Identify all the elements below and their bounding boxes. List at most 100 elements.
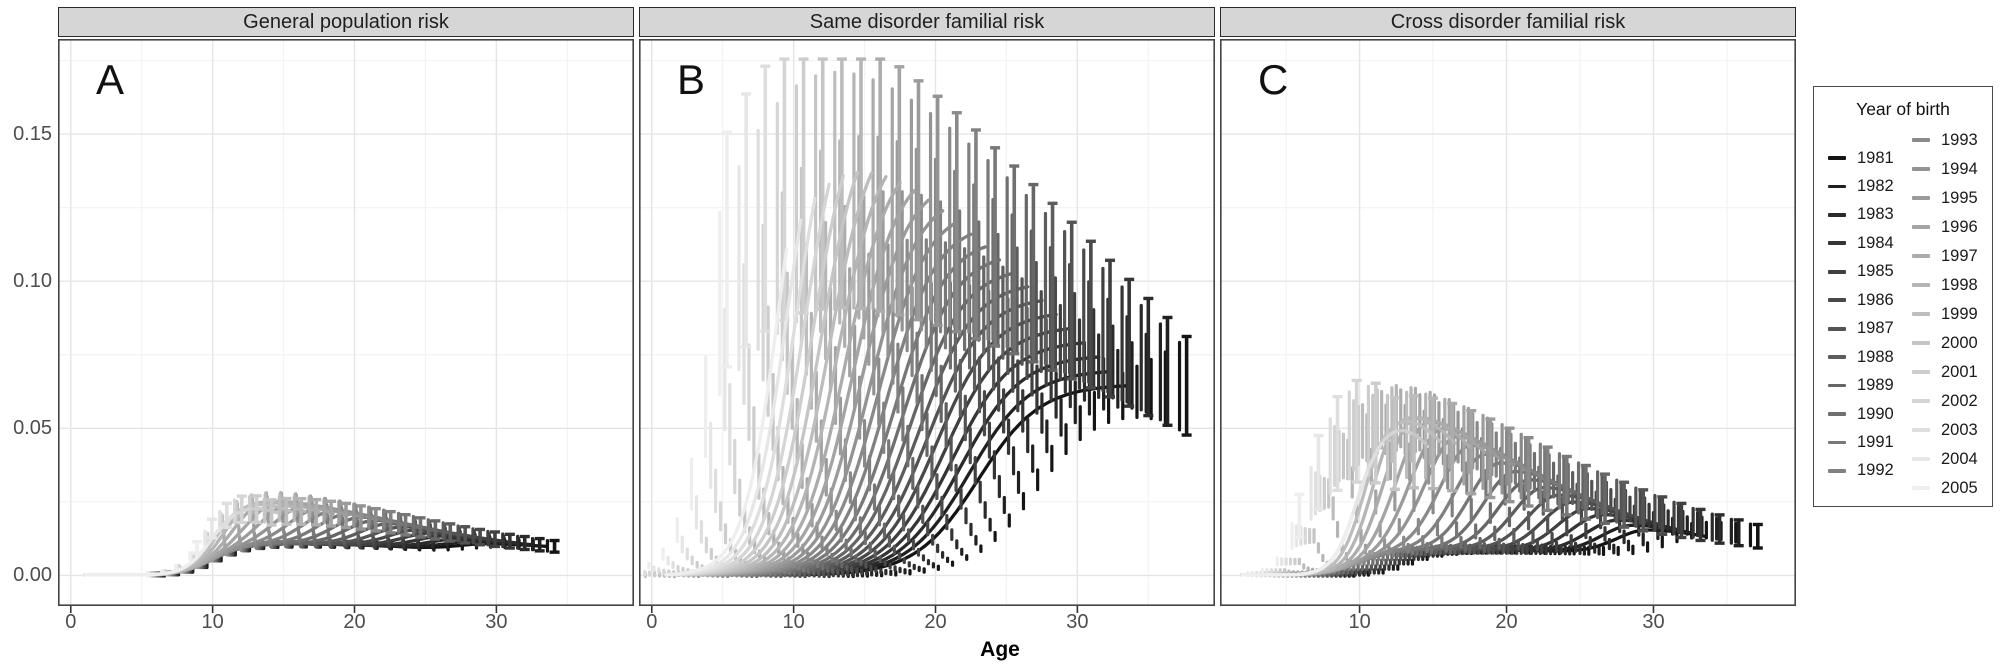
series-group <box>1240 378 1763 578</box>
legend-swatch <box>1828 156 1846 160</box>
x-tick-label: 10 <box>782 611 805 633</box>
legend-swatch <box>1912 486 1930 490</box>
gridlines <box>59 40 633 605</box>
legend-item-1983: 1983 <box>1828 205 1894 225</box>
x-axis-title: Age <box>980 638 1020 661</box>
legend-swatch <box>1828 355 1846 360</box>
x-tick-label: 30 <box>1066 611 1089 633</box>
legend-item-2003: 2003 <box>1912 420 1978 440</box>
panel-letter-c: C <box>1258 56 1289 103</box>
legend-item-1994: 1994 <box>1912 159 1978 179</box>
legend-swatch <box>1912 167 1930 171</box>
legend-year-label: 1990 <box>1857 404 1894 423</box>
cohort-2005 <box>647 130 789 577</box>
legend-year-label: 1987 <box>1857 319 1894 338</box>
panel-border <box>639 39 1215 607</box>
legend-year-label: 1989 <box>1857 376 1894 395</box>
strip-label: Same disorder familial risk <box>809 10 1045 33</box>
x-tick-label: 20 <box>924 611 947 633</box>
y-tick-label: 0.15 <box>13 123 52 145</box>
legend-swatch <box>1828 184 1846 189</box>
x-tick-label: 30 <box>1642 611 1665 633</box>
legend-item-1984: 1984 <box>1828 233 1894 253</box>
axis-tick-marks <box>1358 605 1655 613</box>
legend-item-1985: 1985 <box>1828 262 1894 282</box>
legend-item-2001: 2001 <box>1912 362 1978 382</box>
strip-cross-disorder-familial-risk: Cross disorder familial risk <box>1220 7 1796 37</box>
legend-title: Year of birth <box>1856 99 1950 119</box>
legend-swatch <box>1828 383 1846 388</box>
legend-item-1993: 1993 <box>1912 130 1978 150</box>
legend-swatch <box>1912 370 1930 374</box>
legend-swatch <box>1912 225 1930 229</box>
legend-item-2005: 2005 <box>1912 478 1978 498</box>
legend-item-1981: 1981 <box>1828 148 1894 168</box>
legend-item-1999: 1999 <box>1912 304 1978 324</box>
strip-general-population-risk: General population risk <box>58 7 634 37</box>
panel-letter-a: A <box>96 56 125 103</box>
strip-same-disorder-familial-risk: Same disorder familial risk <box>639 7 1215 37</box>
legend-swatch <box>1912 428 1930 432</box>
legend-item-1986: 1986 <box>1828 290 1894 310</box>
legend-swatch <box>1828 412 1846 416</box>
legend-year-label: 1991 <box>1857 433 1894 451</box>
legend-item-1987: 1987 <box>1828 319 1894 339</box>
legend-item-1992: 1992 <box>1828 461 1894 481</box>
legend-swatch <box>1912 341 1930 345</box>
plot-area-same-disorder <box>639 39 1215 613</box>
legend-year-label: 1983 <box>1857 205 1894 224</box>
legend-item-1991: 1991 <box>1828 433 1894 453</box>
x-tick-label: 0 <box>65 611 77 633</box>
legend-item-1989: 1989 <box>1828 376 1894 396</box>
legend-item-1995: 1995 <box>1912 188 1978 208</box>
legend-year-label: 1999 <box>1941 304 1978 323</box>
x-tick-label: 0 <box>646 611 658 633</box>
legend-year-label: 1988 <box>1857 347 1894 366</box>
y-tick-label: 0.00 <box>13 564 52 586</box>
legend-swatch <box>1828 298 1846 303</box>
x-tick-label: 10 <box>1348 611 1371 633</box>
legend-swatch <box>1912 312 1930 316</box>
legend-year-label: 1982 <box>1857 176 1894 195</box>
legend-year-label: 2002 <box>1941 391 1978 410</box>
legend-item-1998: 1998 <box>1912 275 1978 295</box>
y-tick-label: 0.05 <box>13 417 52 439</box>
legend-year-label: 1997 <box>1941 246 1978 265</box>
legend-year-label: 2001 <box>1941 362 1978 381</box>
legend-year-label: 1996 <box>1941 217 1978 236</box>
legend-swatch <box>1912 138 1930 142</box>
legend-swatch <box>1912 399 1930 403</box>
x-tick-label: 20 <box>1495 611 1518 633</box>
series-group <box>83 490 560 578</box>
legend-year-of-birth: Year of birth 1981 1982 1983 1984 1985 1986 19… <box>1813 86 1993 507</box>
cohort-2005 <box>83 540 208 578</box>
legend-year-label: 1995 <box>1941 188 1978 207</box>
legend-swatch <box>1828 440 1846 445</box>
legend-year-label: 1993 <box>1941 130 1978 149</box>
panel-border <box>58 39 634 607</box>
legend-item-1997: 1997 <box>1912 246 1978 266</box>
strip-label: General population risk <box>243 10 449 33</box>
legend-swatch <box>1912 254 1930 258</box>
legend-year-label: 2000 <box>1941 333 1978 352</box>
series-group <box>643 57 1192 579</box>
legend-swatch <box>1912 283 1930 287</box>
axis-tick-marks <box>650 605 1079 613</box>
legend-swatch <box>1828 469 1846 473</box>
legend-year-label: 1985 <box>1857 262 1894 281</box>
panel-border <box>1220 39 1796 607</box>
legend-year-label: 2004 <box>1941 449 1978 468</box>
legend-year-label: 2003 <box>1941 420 1978 439</box>
legend-year-label: 1994 <box>1941 159 1978 178</box>
legend-year-label: 1992 <box>1857 461 1894 480</box>
legend-swatch <box>1828 269 1846 274</box>
legend-item-1996: 1996 <box>1912 217 1978 237</box>
legend-item-2004: 2004 <box>1912 449 1978 469</box>
legend-item-1990: 1990 <box>1828 404 1894 424</box>
legend-year-label: 1981 <box>1857 148 1894 167</box>
legend-swatch <box>1912 196 1930 200</box>
x-tick-label: 30 <box>485 611 508 633</box>
legend-swatch <box>1828 326 1846 331</box>
plot-area-cross-disorder <box>1220 39 1796 613</box>
